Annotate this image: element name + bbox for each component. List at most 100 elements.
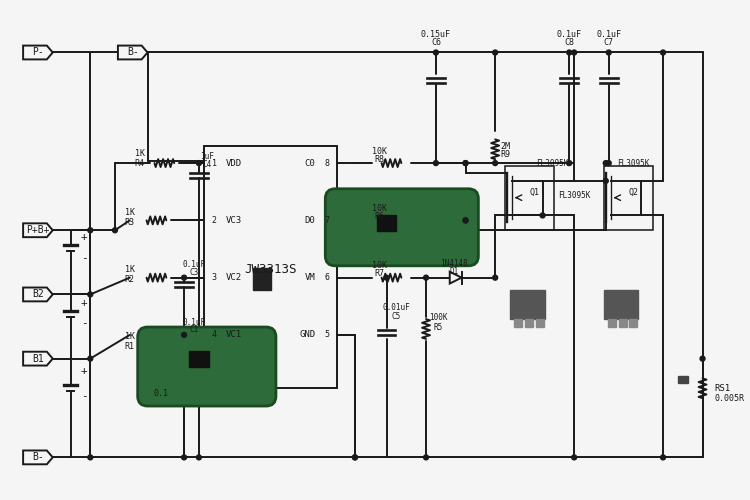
Circle shape bbox=[88, 228, 93, 232]
Text: B-: B- bbox=[127, 48, 139, 58]
Text: C0: C0 bbox=[304, 158, 316, 168]
Circle shape bbox=[352, 455, 358, 460]
Circle shape bbox=[88, 455, 93, 460]
Circle shape bbox=[88, 292, 93, 297]
Circle shape bbox=[603, 160, 608, 166]
Circle shape bbox=[196, 455, 201, 460]
Circle shape bbox=[603, 178, 608, 184]
Text: VC1: VC1 bbox=[226, 330, 242, 340]
Text: 1uF: 1uF bbox=[200, 152, 214, 160]
Circle shape bbox=[352, 455, 358, 460]
Text: RS1: RS1 bbox=[715, 384, 730, 393]
Circle shape bbox=[572, 50, 577, 55]
Text: C5: C5 bbox=[392, 312, 401, 320]
Text: D1: D1 bbox=[449, 267, 458, 276]
Text: 1N4148: 1N4148 bbox=[440, 260, 467, 268]
Text: VC3: VC3 bbox=[226, 216, 242, 225]
Text: VDD: VDD bbox=[226, 158, 242, 168]
Circle shape bbox=[567, 50, 572, 55]
Circle shape bbox=[493, 50, 498, 55]
Circle shape bbox=[112, 228, 118, 232]
Text: FL3095K: FL3095K bbox=[558, 191, 591, 200]
Text: VM: VM bbox=[304, 273, 316, 282]
Circle shape bbox=[661, 455, 665, 460]
Text: R9: R9 bbox=[500, 150, 510, 158]
Circle shape bbox=[196, 160, 201, 166]
Text: R6: R6 bbox=[374, 212, 385, 221]
Bar bbox=[204, 146, 338, 388]
Circle shape bbox=[540, 213, 545, 218]
Text: C1: C1 bbox=[189, 326, 199, 334]
Text: B2: B2 bbox=[32, 290, 44, 300]
Text: R4: R4 bbox=[135, 158, 145, 168]
Circle shape bbox=[463, 218, 468, 223]
Text: -: - bbox=[81, 391, 88, 401]
Bar bbox=[536, 319, 544, 327]
Text: 8: 8 bbox=[324, 158, 329, 168]
Text: 100K: 100K bbox=[429, 312, 447, 322]
Text: C3: C3 bbox=[189, 268, 199, 277]
Circle shape bbox=[567, 160, 572, 166]
Text: 1: 1 bbox=[211, 158, 217, 168]
Polygon shape bbox=[23, 288, 52, 302]
Text: C6: C6 bbox=[431, 38, 441, 47]
Circle shape bbox=[493, 160, 498, 166]
Text: P+B+: P+B+ bbox=[26, 225, 50, 235]
Bar bbox=[514, 319, 522, 327]
Polygon shape bbox=[450, 272, 461, 283]
Circle shape bbox=[606, 160, 611, 166]
Polygon shape bbox=[23, 450, 52, 464]
Text: +: + bbox=[81, 232, 88, 242]
Bar bbox=[510, 290, 544, 319]
Circle shape bbox=[424, 275, 428, 280]
Text: JW3313S: JW3313S bbox=[244, 264, 297, 276]
Circle shape bbox=[182, 275, 187, 280]
Circle shape bbox=[182, 455, 187, 460]
Text: Q1: Q1 bbox=[530, 188, 540, 197]
Bar bbox=[505, 166, 554, 230]
Text: GND: GND bbox=[299, 330, 316, 340]
Text: 6: 6 bbox=[324, 273, 329, 282]
Circle shape bbox=[182, 332, 187, 338]
FancyBboxPatch shape bbox=[138, 327, 276, 406]
Circle shape bbox=[88, 356, 93, 361]
Text: 10K: 10K bbox=[372, 262, 387, 270]
Text: D0: D0 bbox=[304, 216, 316, 225]
Bar bbox=[376, 216, 397, 231]
Text: 1K: 1K bbox=[135, 148, 145, 158]
Text: 1K: 1K bbox=[124, 266, 135, 274]
Text: 0.1uF: 0.1uF bbox=[182, 318, 206, 326]
Polygon shape bbox=[23, 352, 52, 366]
Text: VC2: VC2 bbox=[226, 273, 242, 282]
Text: 0.15uF: 0.15uF bbox=[421, 30, 451, 39]
Text: 0.01uF: 0.01uF bbox=[382, 303, 410, 312]
Text: +: + bbox=[81, 366, 88, 376]
Text: B-: B- bbox=[32, 452, 44, 462]
Circle shape bbox=[463, 160, 468, 166]
Text: R3: R3 bbox=[124, 218, 135, 227]
Text: -: - bbox=[81, 318, 88, 328]
Text: 0.1uF: 0.1uF bbox=[556, 30, 582, 39]
Text: B1: B1 bbox=[32, 354, 44, 364]
Text: 0.1: 0.1 bbox=[154, 388, 169, 398]
Bar bbox=[604, 290, 638, 319]
Text: P-: P- bbox=[32, 48, 44, 58]
Text: 4: 4 bbox=[211, 330, 217, 340]
Text: 10K: 10K bbox=[372, 204, 387, 213]
Text: Q2: Q2 bbox=[628, 188, 638, 197]
Circle shape bbox=[424, 455, 428, 460]
Text: C8: C8 bbox=[564, 38, 574, 47]
Bar bbox=[254, 268, 271, 289]
Text: 0.005R: 0.005R bbox=[715, 394, 745, 402]
Text: 1K: 1K bbox=[124, 332, 135, 342]
Polygon shape bbox=[118, 46, 148, 60]
Text: 10K: 10K bbox=[372, 146, 387, 156]
FancyBboxPatch shape bbox=[326, 189, 478, 266]
Bar bbox=[678, 376, 688, 384]
Text: C4: C4 bbox=[202, 160, 211, 168]
Bar bbox=[608, 319, 616, 327]
Text: R7: R7 bbox=[374, 269, 385, 278]
Bar bbox=[619, 319, 626, 327]
Polygon shape bbox=[23, 46, 52, 60]
Text: R5: R5 bbox=[433, 322, 442, 332]
